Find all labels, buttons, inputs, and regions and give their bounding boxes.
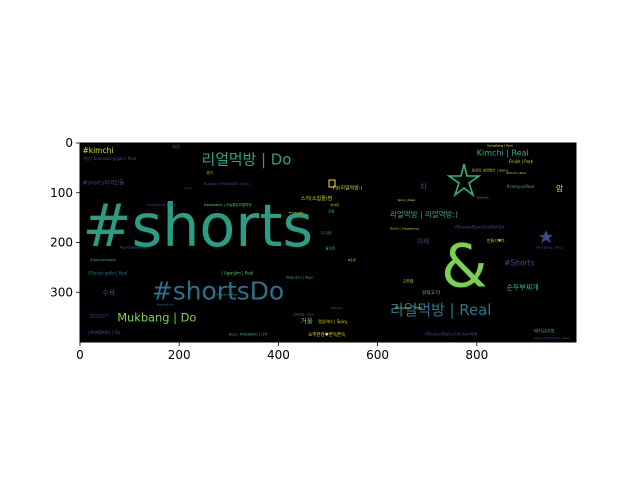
word-29: 소주한잔♥쫀득쫀득 (308, 331, 345, 338)
word-58: 바삭한 (330, 202, 339, 207)
y-tick-label-1: 100 (50, 186, 73, 200)
word-39: Kalguksu | Real (286, 275, 313, 279)
x-tick-label-2: 400 (267, 348, 290, 362)
word-63: #shorts (330, 306, 342, 310)
word-49: Finish | Yukgaejang (390, 227, 419, 231)
word-27: #BraisedSpicyChicken육패 (425, 331, 478, 337)
word-13: 거울 (301, 316, 313, 325)
word-53: #jjamppong (90, 313, 108, 317)
word-28: #BraisedSpicyCodfishDo (454, 225, 504, 230)
word-35: #spicyfoodReal (120, 245, 147, 249)
word-40: 매콤 (172, 143, 180, 150)
word-48: Gamjatang | Real (487, 143, 513, 147)
word-10: 순두부찌개 (507, 282, 539, 291)
word-33: 돼지갈비찜 (534, 328, 555, 335)
word-36: #Spicyoctopus (90, 258, 116, 262)
word-3: 리얼먹방 | Do (202, 150, 292, 168)
word-25: 먹방 | Sundubu-jjigae | Real (82, 155, 136, 161)
word-32: 닭볶고기( (422, 289, 441, 296)
word-42: 불짓한 (326, 245, 336, 250)
word-1: & (441, 232, 488, 301)
word-50: tteokbokki | 오늘통닭리얼먹방 (204, 202, 252, 207)
word-6: Kimchi | Real (477, 148, 529, 157)
word-layer: #shorts & #shortsDo 리얼먹방 | Do 리얼먹방 | Real Muk… (82, 143, 569, 340)
word-61: Spicy (184, 186, 192, 190)
y-tick-label-0: 0 (65, 136, 73, 150)
y-axis: 0 100 200 300 (50, 136, 80, 299)
word-5: Mukbang | Do (117, 311, 196, 325)
word-57: Spicy | Real (397, 198, 415, 202)
word-2: #shortsDo (152, 276, 284, 305)
word-45: 명기 (206, 170, 212, 175)
y-tick-label-3: 300 (50, 285, 73, 299)
word-14: 차 (420, 182, 428, 191)
word-18: 스지(소힘줄)찜 (301, 195, 333, 202)
word-15: 암 (556, 183, 563, 193)
word-38: 만들기♥lt. (487, 237, 506, 243)
word-46: Mukbang | Rice (536, 245, 563, 249)
word-47: Galbi | MUKBANG | Real (534, 336, 570, 340)
word-55: #shorts (477, 196, 489, 200)
word-43: 포함 (328, 209, 335, 214)
word-11: 수육 (102, 289, 115, 297)
word-34: Tangsuyuk | Real (146, 203, 176, 207)
x-tick-label-1: 200 (168, 348, 191, 362)
word-59: #소주 (348, 257, 356, 262)
word-62: #spicyfood (157, 303, 174, 307)
x-tick-label-0: 0 (76, 348, 84, 362)
word-12: #shorts외국인들 (82, 179, 124, 186)
x-axis: 0 200 400 600 800 (76, 342, 488, 362)
word-20: #ramyunReal (507, 184, 534, 189)
x-tick-label-3: 600 (366, 348, 389, 362)
star-filled-icon (539, 230, 553, 243)
word-41: 아귀찜 (321, 230, 332, 236)
y-tick-label-2: 200 (50, 236, 73, 250)
word-26: Bulgogi | MUKBANG | Real (204, 182, 250, 186)
word-23: | Agwijjim | Real (221, 270, 253, 275)
word-7: 리얼먹방 | 리얼먹방:) (390, 209, 458, 219)
word-16: 이해 (417, 237, 429, 246)
square-glyph-icon (328, 179, 336, 188)
word-9: #Shorts (504, 258, 534, 267)
word-4: 리얼먹방 | Real (390, 301, 491, 319)
plot-area: #shorts & #shortsDo 리얼먹방 | Do 리얼먹방 | Real Muk… (79, 142, 577, 343)
word-21: 동치미,계란말이 | Spicy (472, 167, 508, 172)
word-30: 맛있어다 | Spicy (318, 318, 348, 324)
x-tick-label-4: 800 (465, 348, 488, 362)
word-17: Fat리얼먹방:) (333, 184, 363, 191)
decorative-glyphs (328, 163, 553, 243)
word-24: | MUKBANG | Do (87, 330, 120, 335)
word-54: Mustard | Real (216, 293, 238, 297)
word-37: Rice | MUKBANG | 너무 (229, 332, 269, 337)
word-44: Ramyeon | Real (395, 306, 422, 310)
word-31: 고추장 (402, 277, 413, 283)
word-56: Kimchi | Pork (507, 171, 527, 175)
word-52: 리얼먹방 | Real (293, 312, 314, 317)
word-22: | Dwaeji-galbi | Real (87, 270, 127, 275)
word-8: #kimchi (82, 146, 113, 155)
star-outline-icon (446, 163, 482, 198)
word-60: #ricecake (90, 315, 105, 319)
word-51: #ricecake (288, 211, 303, 215)
word-0: #shorts (82, 192, 313, 260)
cloud-background (80, 143, 576, 342)
word-19: Finish | Pork (509, 159, 534, 164)
